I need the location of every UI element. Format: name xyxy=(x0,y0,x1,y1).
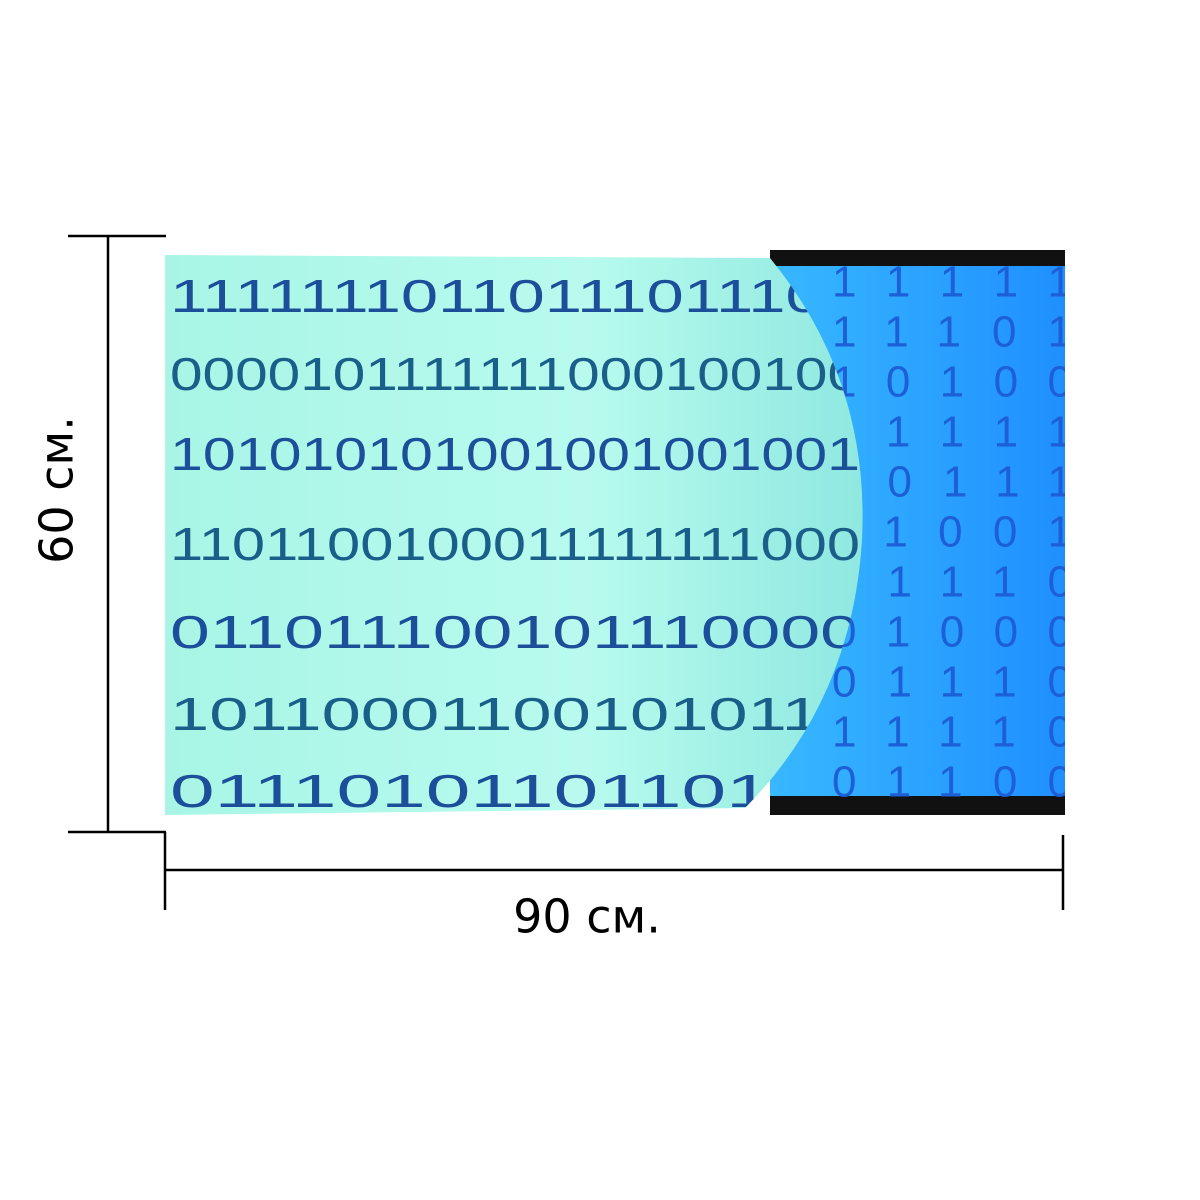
width-label: 90 см. xyxy=(513,890,661,944)
sphere-row: 11111110110111011101 xyxy=(170,270,860,322)
sphere xyxy=(165,255,863,815)
height-label: 60 см. xyxy=(30,416,84,564)
sphere-row: 011011100101110000 xyxy=(170,606,860,658)
sphere-row: 0000101111111000100100 xyxy=(170,348,860,400)
sphere-digits: 11111110110111011101 00001011111110001001… xyxy=(170,270,860,817)
sphere-row: 0111010110110101 xyxy=(170,765,860,817)
sphere-row: 1101100100011111111000 xyxy=(170,518,860,570)
sphere-row: 101100011001010110 xyxy=(170,688,860,740)
sphere-row: 101010101001001001001 xyxy=(170,428,860,480)
